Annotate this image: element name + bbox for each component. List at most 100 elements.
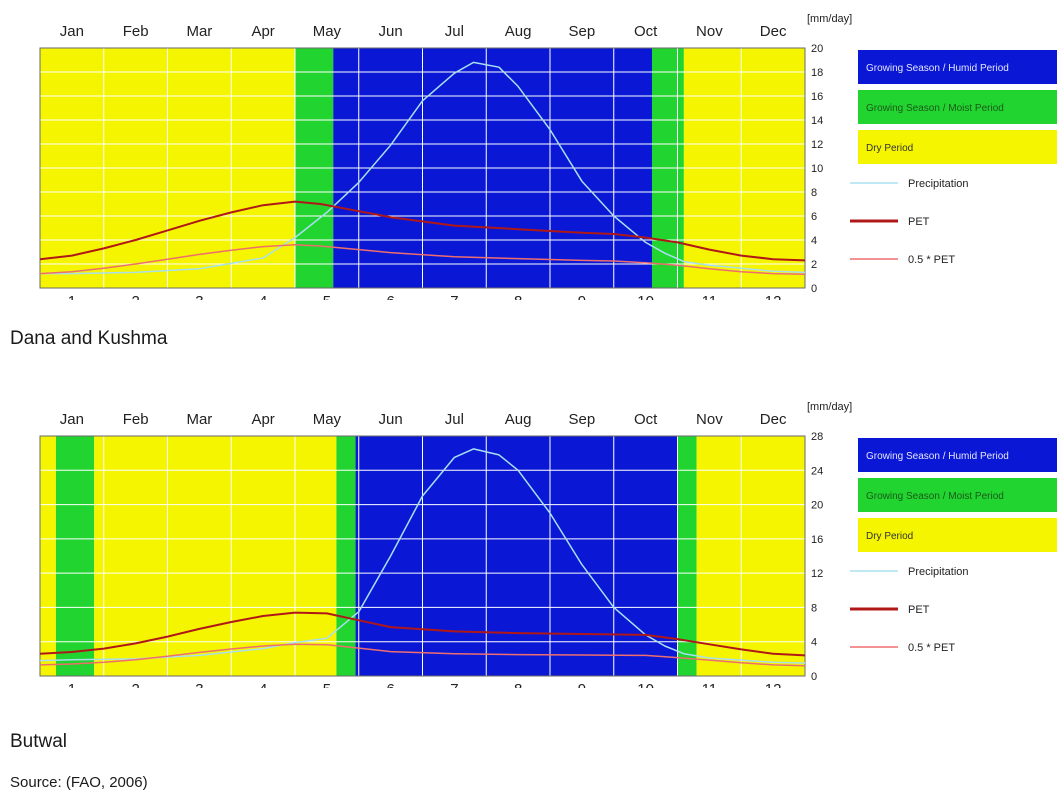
month-label: Aug	[505, 23, 532, 40]
month-label: Mar	[186, 23, 212, 40]
series-line-precip	[39, 448, 806, 664]
chart-caption: Dana and Kushma	[10, 328, 168, 349]
period-band-dry	[94, 436, 337, 676]
legend-swatch-humid	[858, 438, 1057, 472]
source-note: Source: (FAO, 2006)	[10, 774, 148, 791]
plot-frame	[39, 47, 806, 289]
y-tick-label: 24	[811, 465, 823, 477]
month-label: Apr	[251, 411, 274, 428]
period-band-moist	[336, 436, 356, 676]
legend-label: Dry Period	[866, 531, 913, 542]
y-tick-label: 12	[811, 139, 823, 151]
month-label: Jul	[445, 411, 464, 428]
legend-label: 0.5 * PET	[908, 254, 955, 266]
month-label: Jul	[445, 23, 464, 40]
y-tick-label: 4	[811, 235, 817, 247]
x-tick-label: 12	[765, 293, 782, 300]
month-label: Sep	[569, 23, 596, 40]
period-band-dry	[696, 436, 805, 676]
y-tick-label: 20	[811, 500, 823, 512]
x-tick-label: 11	[702, 681, 718, 688]
month-label: Jan	[60, 411, 84, 428]
month-label: May	[313, 23, 342, 40]
legend-label: Dry Period	[866, 143, 913, 154]
x-tick-label: 6	[386, 293, 394, 300]
legend-label: Growing Season / Humid Period	[866, 451, 1009, 462]
legend-swatch-moist	[858, 90, 1057, 124]
y-tick-label: 6	[811, 211, 817, 223]
legend-label: 0.5 * PET	[908, 642, 955, 654]
month-label: Oct	[634, 23, 658, 40]
month-label: Dec	[760, 23, 787, 40]
x-tick-label: 10	[637, 293, 654, 300]
x-tick-label: 3	[195, 681, 203, 688]
series-line-half_pet	[39, 244, 806, 275]
month-label: Dec	[760, 411, 787, 428]
x-tick-label: 9	[578, 293, 586, 300]
month-label: Apr	[251, 23, 274, 40]
x-tick-label: 9	[578, 681, 586, 688]
y-unit-label: [mm/day]	[807, 13, 852, 25]
climate-chart-dana-kushma: JanFebMarAprMayJunJulAugSepOctNovDec1234…	[0, 0, 1057, 300]
chart-svg: JanFebMarAprMayJunJulAugSepOctNovDec1234…	[39, 401, 1057, 688]
x-tick-label: 2	[131, 293, 139, 300]
y-tick-label: 10	[811, 163, 823, 175]
legend-swatch-dry	[858, 518, 1057, 552]
y-tick-label: 14	[811, 115, 823, 127]
y-tick-label: 16	[811, 91, 823, 103]
y-tick-label: 20	[811, 43, 823, 55]
month-label: Jun	[379, 23, 403, 40]
x-tick-label: 12	[765, 681, 782, 688]
y-tick-label: 18	[811, 67, 823, 79]
month-label: Jan	[60, 23, 84, 40]
x-tick-label: 5	[323, 681, 331, 688]
series-line-pet	[39, 611, 806, 657]
series-line-half_pet	[39, 643, 806, 667]
y-tick-label: 0	[811, 671, 817, 683]
x-tick-label: 4	[259, 293, 267, 300]
climate-chart-butwal: JanFebMarAprMayJunJulAugSepOctNovDec1234…	[0, 388, 1057, 688]
period-band-moist	[55, 436, 95, 676]
x-tick-label: 10	[637, 681, 654, 688]
plot-frame	[39, 435, 806, 677]
legend-label: Growing Season / Moist Period	[866, 491, 1004, 502]
x-tick-label: 7	[450, 681, 458, 688]
period-band-dry	[40, 436, 56, 676]
month-label: Feb	[123, 411, 149, 428]
x-tick-label: 1	[68, 681, 76, 688]
y-tick-label: 12	[811, 568, 823, 580]
legend-label: Growing Season / Humid Period	[866, 63, 1009, 74]
x-tick-label: 8	[514, 681, 522, 688]
legend-swatch-moist	[858, 478, 1057, 512]
y-tick-label: 28	[811, 431, 823, 443]
month-label: Nov	[696, 23, 723, 40]
month-label: May	[313, 411, 342, 428]
period-band-moist	[677, 436, 697, 676]
x-tick-label: 1	[68, 293, 76, 300]
x-tick-label: 7	[450, 293, 458, 300]
legend-label: Precipitation	[908, 178, 969, 190]
month-label: Feb	[123, 23, 149, 40]
month-label: Jun	[379, 411, 403, 428]
y-tick-label: 8	[811, 187, 817, 199]
chart-caption: Butwal	[10, 731, 68, 752]
y-tick-label: 8	[811, 602, 817, 614]
legend-label: PET	[908, 604, 930, 616]
series-line-precip	[40, 61, 806, 275]
x-tick-label: 6	[386, 681, 394, 688]
period-band-humid	[355, 436, 678, 676]
month-label: Aug	[505, 411, 532, 428]
chart-svg: JanFebMarAprMayJunJulAugSepOctNovDec1234…	[39, 13, 1057, 300]
month-label: Sep	[569, 411, 596, 428]
legend-swatch-dry	[858, 130, 1057, 164]
legend-label: PET	[908, 216, 930, 228]
month-label: Oct	[634, 411, 658, 428]
y-tick-label: 16	[811, 534, 823, 546]
x-tick-label: 8	[514, 293, 522, 300]
month-label: Nov	[696, 411, 723, 428]
month-label: Mar	[186, 411, 212, 428]
x-tick-label: 11	[702, 293, 718, 300]
x-tick-label: 5	[323, 293, 331, 300]
legend-swatch-humid	[858, 50, 1057, 84]
y-unit-label: [mm/day]	[807, 401, 852, 413]
